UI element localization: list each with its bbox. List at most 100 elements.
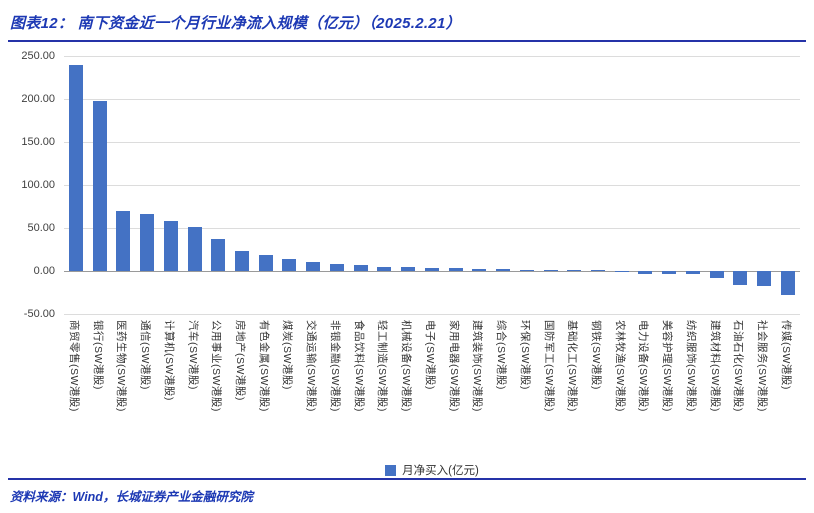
category-label: 汽车(SW港股) <box>186 320 199 390</box>
gridline <box>64 228 800 229</box>
bar <box>163 220 178 271</box>
category-label-cell: 非银金融(SW港股) <box>325 318 349 454</box>
bar-slot <box>88 56 112 314</box>
bar <box>235 251 249 271</box>
bar <box>187 227 202 271</box>
category-label: 非银金融(SW港股) <box>328 320 341 412</box>
bar-slot <box>373 56 397 314</box>
category-label-cell: 食品饮料(SW港股) <box>349 318 373 454</box>
bar <box>472 268 487 271</box>
bar-slot <box>444 56 468 314</box>
category-label-cell: 有色金属(SW港股) <box>254 318 278 454</box>
bar <box>519 269 534 271</box>
bar <box>211 239 226 271</box>
x-axis-spacer <box>8 314 64 454</box>
bar <box>401 267 416 271</box>
bar-slot <box>206 56 230 314</box>
category-label-cell: 电力设备(SW港股) <box>634 318 658 454</box>
category-label: 国防军工(SW港股) <box>542 320 555 412</box>
category-label: 通信(SW港股) <box>139 320 152 390</box>
category-label-cell: 交通运输(SW港股) <box>301 318 325 454</box>
bar-slot <box>562 56 586 314</box>
category-label-cell: 石油石化(SW港股) <box>729 318 753 454</box>
category-label-cell: 美容护理(SW港股) <box>657 318 681 454</box>
category-label-cell: 国防军工(SW港股) <box>539 318 563 454</box>
bar <box>638 271 653 274</box>
bar-slot <box>657 56 681 314</box>
category-label: 医药生物(SW港股) <box>115 320 128 412</box>
category-label-cell: 汽车(SW港股) <box>183 318 207 454</box>
gridline <box>64 185 800 186</box>
category-label: 银行(SW港股) <box>91 320 104 390</box>
category-label-cell: 电子(SW港股) <box>420 318 444 454</box>
bar <box>353 265 368 271</box>
category-label: 综合(SW港股) <box>495 320 508 390</box>
category-label-cell: 传媒(SW港股) <box>776 318 800 454</box>
bar <box>591 270 606 271</box>
bar <box>329 263 344 271</box>
category-label-cell: 钢铁(SW港股) <box>586 318 610 454</box>
category-label-cell: 煤炭(SW港股) <box>278 318 302 454</box>
category-label-cell: 轻工制造(SW港股) <box>373 318 397 454</box>
bar-slot <box>776 56 800 314</box>
category-label-cell: 环保(SW港股) <box>515 318 539 454</box>
figure-footer: 资料来源：Wind，长城证券产业金融研究院 <box>8 478 806 510</box>
category-label-cell: 房地产(SW港股) <box>230 318 254 454</box>
category-label: 计算机(SW港股) <box>162 320 175 401</box>
bar <box>140 214 155 271</box>
category-label: 机械设备(SW港股) <box>400 320 413 412</box>
bar-slot <box>396 56 420 314</box>
gridline <box>64 142 800 143</box>
bar <box>709 271 724 278</box>
gridline <box>64 99 800 100</box>
category-label-cell: 通信(SW港股) <box>135 318 159 454</box>
category-label: 交通运输(SW港股) <box>305 320 318 412</box>
bar <box>92 100 107 271</box>
figure-header: 图表12： 南下资金近一个月行业净流入规模（亿元）（2025.2.21） <box>8 8 806 42</box>
category-label-cell: 建筑装饰(SW港股) <box>467 318 491 454</box>
bar-slot <box>681 56 705 314</box>
bar-slot <box>349 56 373 314</box>
y-tick-label: 250.00 <box>21 50 55 62</box>
category-label-cell: 公用事业(SW港股) <box>206 318 230 454</box>
category-label: 钢铁(SW港股) <box>590 320 603 390</box>
bar <box>614 271 629 272</box>
gridline <box>64 56 800 57</box>
zero-axis-line <box>64 271 800 272</box>
legend-label: 月净买入(亿元) <box>402 465 479 477</box>
bar <box>424 267 439 271</box>
category-label-cell: 基础化工(SW港股) <box>562 318 586 454</box>
category-label: 公用事业(SW港股) <box>210 320 223 412</box>
y-tick-label: 150.00 <box>21 136 55 148</box>
bar-slot <box>135 56 159 314</box>
bar-chart: 250.00 200.00 150.00 100.00 50.00 0.00 -50.00 … <box>8 50 806 478</box>
category-label-cell: 建筑材料(SW港股) <box>705 318 729 454</box>
bar-slot <box>729 56 753 314</box>
bar <box>757 271 772 286</box>
bar-slot <box>467 56 491 314</box>
category-label: 石油石化(SW港股) <box>732 320 745 412</box>
category-label: 农林牧渔(SW港股) <box>613 320 626 412</box>
category-label-cell: 纺织服饰(SW港股) <box>681 318 705 454</box>
bar-slot <box>230 56 254 314</box>
bar-slot <box>539 56 563 314</box>
category-label-cell: 综合(SW港股) <box>491 318 515 454</box>
bar <box>306 261 321 271</box>
bar <box>448 268 463 271</box>
category-label-cell: 机械设备(SW港股) <box>396 318 420 454</box>
bar-slot <box>634 56 658 314</box>
bar-slot <box>420 56 444 314</box>
category-label: 煤炭(SW港股) <box>281 320 294 390</box>
bar <box>685 271 700 275</box>
category-label-cell: 医药生物(SW港股) <box>111 318 135 454</box>
category-label: 建筑装饰(SW港股) <box>471 320 484 412</box>
category-label: 环保(SW港股) <box>518 320 531 390</box>
gridline <box>64 314 800 315</box>
x-axis-labels: 商贸零售(SW港股) 银行(SW港股) 医药生物(SW港股) 通信(SW港股) 计算机(… <box>64 314 800 454</box>
bar <box>496 269 511 271</box>
page-title: 图表12： 南下资金近一个月行业净流入规模（亿元）（2025.2.21） <box>10 15 461 32</box>
category-label-cell: 银行(SW港股) <box>88 318 112 454</box>
y-tick-label: -50.00 <box>23 308 55 320</box>
bar <box>567 270 582 271</box>
bar-slot <box>111 56 135 314</box>
